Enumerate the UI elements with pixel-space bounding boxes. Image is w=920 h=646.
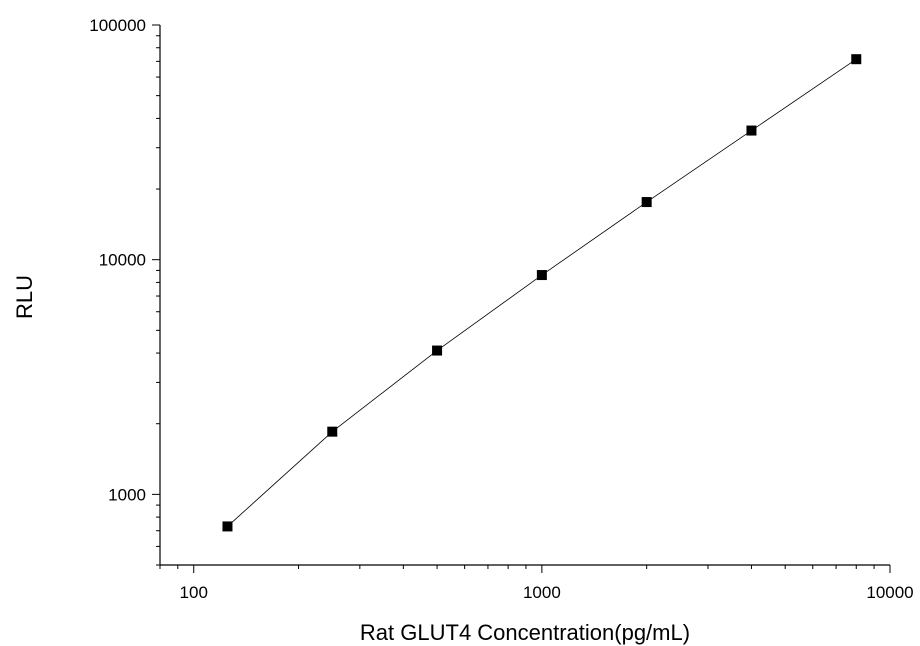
x-tick-label: 100 xyxy=(180,583,208,602)
data-point xyxy=(851,54,862,65)
data-point xyxy=(746,125,757,136)
y-axis-title: RLU xyxy=(12,275,37,319)
y-tick-label: 1000 xyxy=(108,485,146,504)
x-tick-label: 1000 xyxy=(523,583,561,602)
data-point xyxy=(432,345,443,356)
data-point xyxy=(327,426,338,437)
plot-frame xyxy=(159,25,890,566)
series-line-group xyxy=(227,58,857,527)
x-tick-label: 10000 xyxy=(866,583,913,602)
x-axis-title: Rat GLUT4 Concentration(pg/mL) xyxy=(360,620,690,645)
data-points xyxy=(222,54,862,532)
series-line xyxy=(227,58,857,527)
x-axis-ticks: 100 1000 10000 xyxy=(159,565,914,602)
y-tick-label: 10000 xyxy=(99,251,146,270)
data-point xyxy=(536,270,547,281)
y-axis-ticks: 1000 10000 100000 xyxy=(89,16,160,566)
y-tick-label: 100000 xyxy=(89,16,146,35)
data-point xyxy=(222,521,233,532)
data-point xyxy=(641,197,652,208)
